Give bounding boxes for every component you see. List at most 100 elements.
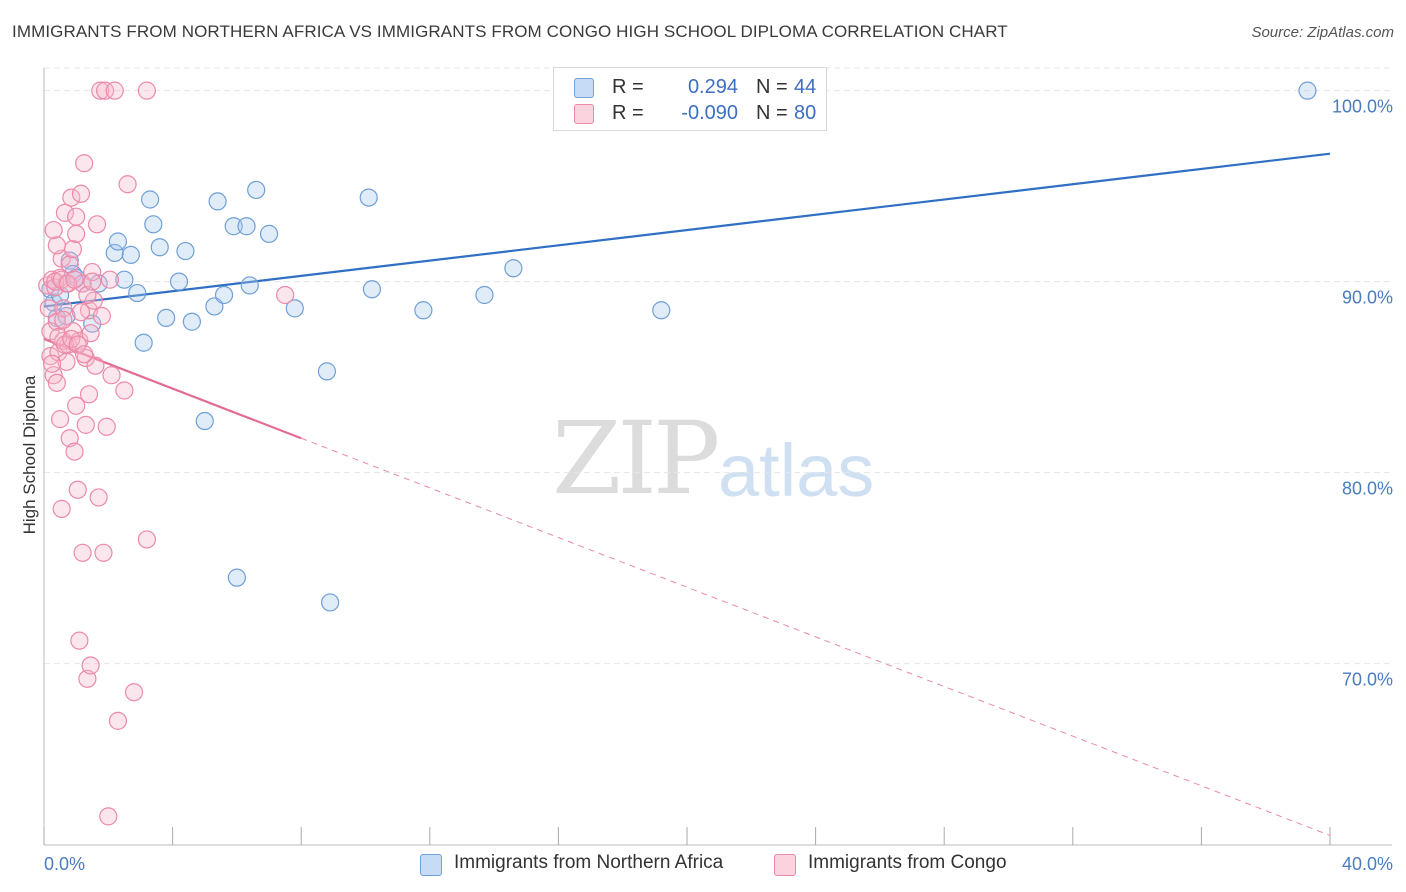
correlation-legend: R = 0.294 N = 44 R = -0.090 N = 80: [553, 67, 827, 131]
point-congo: [39, 299, 58, 318]
point-congo: [67, 224, 86, 243]
point-northern-africa: [140, 190, 160, 209]
y-axis-label: High School Diploma: [20, 375, 39, 534]
point-northern-africa: [475, 285, 494, 305]
point-northern-africa: [108, 232, 128, 251]
point-congo: [78, 669, 97, 688]
axes: [43, 68, 1392, 846]
legend-r-value: 0.294: [687, 76, 738, 98]
point-northern-africa: [362, 280, 382, 299]
point-congo: [71, 184, 91, 203]
trend-line-congo-dashed: [301, 437, 1331, 836]
point-northern-africa: [83, 314, 102, 333]
point-northern-africa: [89, 274, 108, 293]
point-northern-africa: [224, 217, 243, 236]
point-northern-africa: [317, 362, 337, 381]
point-congo: [60, 429, 79, 448]
legend-swatch-blue: [574, 78, 594, 98]
y-tick-label: 80.0%: [1342, 479, 1393, 499]
point-northern-africa: [157, 308, 176, 328]
trend-line-congo-solid: [43, 337, 302, 440]
bottom-legend-swatch-pink: [774, 854, 796, 876]
point-northern-africa: [321, 593, 340, 612]
bottom-legend-label: Immigrants from Northern Africa: [454, 852, 724, 873]
point-congo: [94, 543, 113, 562]
point-congo: [63, 240, 83, 259]
point-northern-africa: [414, 301, 433, 320]
point-congo: [78, 285, 97, 305]
legend-r-label: R =: [612, 76, 644, 98]
point-congo: [60, 255, 79, 274]
point-congo: [137, 81, 156, 100]
point-congo: [87, 215, 107, 234]
point-congo: [276, 285, 295, 305]
gridlines: [44, 67, 1392, 665]
legend-r-value: -0.090: [681, 102, 738, 124]
point-congo: [67, 396, 86, 415]
point-northern-africa: [285, 299, 304, 318]
chart-title: IMMIGRANTS FROM NORTHERN AFRICA VS IMMIG…: [12, 22, 1008, 41]
watermark-atlas: atlas: [718, 429, 875, 512]
point-congo: [92, 306, 111, 326]
point-northern-africa: [44, 293, 63, 312]
trend-lines: [43, 152, 1331, 836]
tick-labels: 70.0% 80.0% 90.0% 100.0% 0.0% 40.0%: [44, 97, 1393, 874]
point-congo: [91, 81, 110, 100]
point-congo: [81, 324, 100, 343]
point-congo: [68, 480, 87, 499]
legend-n-label: N =: [756, 76, 788, 98]
point-congo: [81, 656, 100, 675]
point-congo: [67, 207, 86, 226]
point-congo: [137, 530, 156, 549]
point-congo: [50, 410, 70, 429]
point-northern-africa: [1298, 81, 1317, 100]
point-northern-africa: [115, 270, 134, 289]
point-congo: [86, 356, 105, 375]
point-congo: [65, 442, 84, 461]
point-northern-africa: [144, 215, 163, 234]
point-congo: [105, 81, 124, 100]
bottom-legend-swatch-blue: [420, 854, 442, 876]
point-northern-africa: [121, 245, 140, 264]
point-northern-africa: [150, 238, 169, 257]
point-congo: [95, 81, 115, 100]
point-congo: [99, 807, 118, 826]
legend-r-label: R =: [612, 102, 644, 124]
point-northern-africa: [652, 301, 671, 320]
point-northern-africa: [227, 568, 246, 587]
legend-n-label: N =: [756, 102, 788, 124]
point-congo: [118, 175, 137, 194]
point-congo: [124, 683, 144, 702]
point-congo: [97, 417, 116, 436]
data-points: [38, 81, 1317, 826]
legend-n-value: 44: [794, 76, 817, 98]
point-congo: [76, 415, 95, 434]
point-northern-africa: [169, 272, 189, 291]
legend-swatch-pink: [574, 104, 594, 124]
point-congo: [75, 154, 94, 173]
point-congo: [108, 711, 128, 730]
point-northern-africa: [128, 283, 147, 303]
point-northern-africa: [176, 241, 195, 261]
point-congo: [71, 303, 91, 322]
point-congo: [47, 236, 66, 255]
x-tick-label: 40.0%: [1342, 854, 1393, 874]
point-congo: [70, 631, 89, 650]
point-congo: [44, 220, 63, 240]
point-congo: [102, 366, 121, 385]
point-northern-africa: [359, 188, 378, 207]
point-congo: [83, 272, 102, 291]
point-congo: [65, 270, 84, 289]
y-tick-label: 70.0%: [1342, 670, 1393, 690]
point-congo: [75, 345, 94, 364]
trend-line-northern-africa: [43, 152, 1331, 308]
point-congo: [54, 310, 73, 329]
point-northern-africa: [237, 217, 256, 236]
point-northern-africa: [240, 276, 259, 295]
point-congo: [68, 335, 87, 354]
point-congo: [100, 270, 120, 289]
point-northern-africa: [195, 411, 214, 431]
legend-n-value: 80: [794, 102, 817, 124]
bottom-legend-label: Immigrants from Congo: [808, 852, 1007, 873]
point-congo: [52, 499, 71, 518]
